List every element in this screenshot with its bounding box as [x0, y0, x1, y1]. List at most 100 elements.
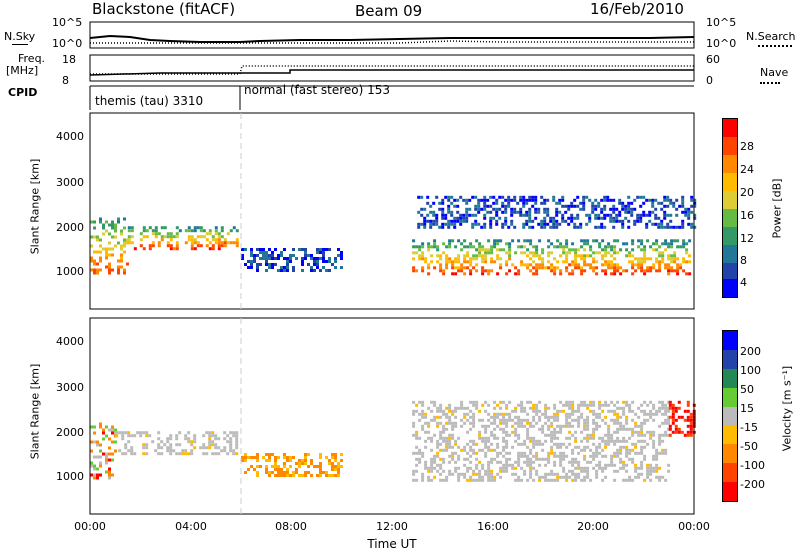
heatmap-cell [286, 474, 289, 477]
heatmap-cell [244, 453, 247, 456]
heatmap-cell [295, 468, 298, 471]
heatmap-cell [502, 427, 506, 431]
heatmap-cell [421, 254, 425, 258]
heatmap-cell [604, 445, 608, 449]
heatmap-cell [574, 254, 578, 258]
heatmap-cell [202, 452, 206, 456]
heatmap-cell [668, 433, 672, 437]
heatmap-cell [556, 266, 560, 270]
heatmap-cell [271, 266, 274, 269]
heatmap-cell [541, 427, 545, 431]
heatmap-cell [592, 403, 596, 407]
heatmap-cell [571, 460, 575, 464]
heatmap-cell [595, 463, 599, 467]
heatmap-cell [664, 239, 668, 243]
heatmap-cell [592, 427, 596, 431]
heatmap-cell [262, 257, 265, 260]
heatmap-cell [505, 403, 509, 407]
heatmap-cell [142, 229, 146, 233]
heatmap-cell [574, 439, 578, 443]
heatmap-cell [586, 421, 590, 425]
heatmap-cell [528, 213, 532, 217]
heatmap-cell [495, 222, 499, 226]
heatmap-cell [519, 213, 523, 217]
heatmap-cell [693, 198, 697, 202]
heatmap-cell [187, 452, 191, 456]
heatmap-cell [634, 424, 638, 428]
heatmap-cell [481, 266, 485, 270]
heatmap-cell [636, 219, 640, 223]
vel-cbar-tick-m200: -200 [740, 478, 765, 491]
heatmap-cell [283, 269, 286, 272]
heatmap-cell [133, 247, 137, 251]
heatmap-cell [612, 210, 616, 214]
heatmap-cell [319, 456, 322, 459]
heatmap-cell [412, 433, 416, 437]
heatmap-cell [429, 219, 433, 223]
heatmap-cell [451, 436, 455, 440]
heatmap-cell [445, 260, 449, 264]
heatmap-cell [571, 406, 575, 410]
heatmap-cell [454, 460, 458, 464]
heatmap-cell [534, 216, 538, 220]
heatmap-cell [528, 198, 532, 202]
heatmap-cell [151, 244, 155, 248]
heatmap-cell [646, 403, 650, 407]
heatmap-cell [664, 433, 668, 437]
heatmap-cell [448, 403, 452, 407]
heatmap-cell [466, 412, 470, 416]
heatmap-cell [274, 462, 277, 465]
heatmap-cell [489, 210, 493, 214]
heatmap-cell [683, 409, 687, 413]
heatmap-cell [490, 478, 494, 482]
heatmap-cell [328, 260, 331, 263]
time-ticks: 00:00 04:00 08:00 12:00 16:00 20:00 00:0… [74, 520, 710, 533]
nsky-tick-bottom: 10^0 [52, 37, 83, 50]
heatmap-cell [427, 242, 431, 246]
heatmap-cell [568, 263, 572, 267]
heatmap-cell [505, 430, 509, 434]
heatmap-cell [505, 412, 509, 416]
heatmap-cell [668, 406, 672, 410]
heatmap-cell [538, 475, 542, 479]
heatmap-cell [667, 463, 671, 467]
heatmap-cell [265, 251, 268, 254]
heatmap-cell [562, 457, 566, 461]
heatmap-cell [105, 434, 108, 438]
heatmap-cell [568, 475, 572, 479]
heatmap-cell [111, 458, 114, 462]
heatmap-cell [277, 465, 280, 468]
heatmap-cell [427, 430, 431, 434]
heatmap-cell [625, 451, 629, 455]
heatmap-cell [616, 421, 620, 425]
heatmap-cell [235, 452, 239, 456]
heatmap-cell [184, 241, 188, 245]
heatmap-cell [553, 442, 557, 446]
heatmap-cell [613, 239, 617, 243]
heatmap-cell [502, 463, 506, 467]
heatmap-cell [487, 469, 491, 473]
heatmap-cell [157, 446, 161, 450]
heatmap-cell [508, 400, 512, 404]
heatmap-cell [643, 409, 647, 413]
heatmap-cell [505, 469, 509, 473]
heatmap-cell [552, 198, 556, 202]
freq-label: Freq. [18, 52, 46, 65]
heatmap-cell [541, 266, 545, 270]
heatmap-cell [412, 257, 416, 261]
heatmap-cell [93, 440, 96, 444]
heatmap-cell [117, 220, 120, 224]
heatmap-cell [90, 425, 93, 429]
heatmap-cell [445, 415, 449, 419]
heatmap-cell [628, 478, 632, 482]
heatmap-cell [661, 242, 665, 246]
heatmap-cell [445, 478, 449, 482]
heatmap-cell [148, 247, 152, 251]
heatmap-cell [268, 459, 271, 462]
heatmap-cell [90, 259, 93, 263]
heatmap-cell [316, 260, 319, 263]
heatmap-cell [667, 272, 671, 276]
heatmap-cell [490, 248, 494, 252]
heatmap-cell [562, 469, 566, 473]
heatmap-cell [250, 260, 253, 263]
